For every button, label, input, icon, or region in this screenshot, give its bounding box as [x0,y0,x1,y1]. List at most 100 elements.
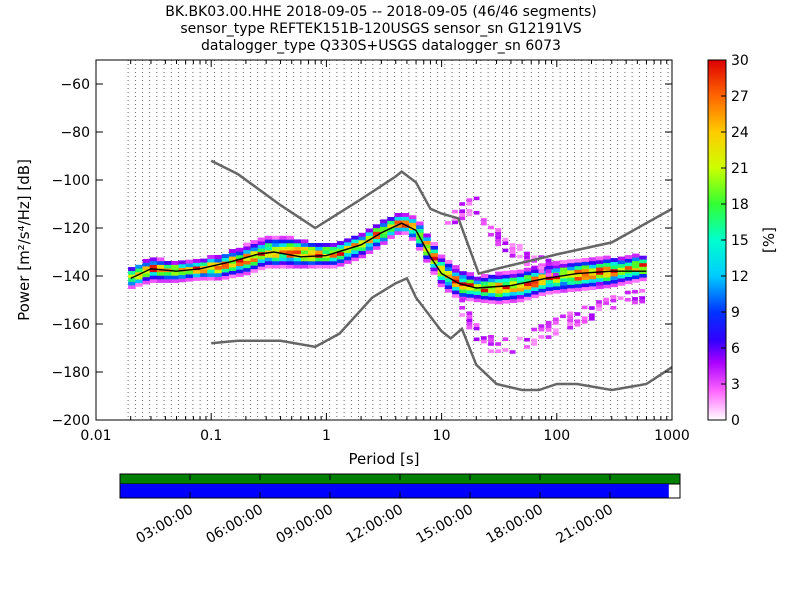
psd-cell [473,280,482,285]
colorbar-tick-label: 18 [731,197,749,213]
psd-cell [624,280,633,285]
psd-outlier-cell [538,327,545,332]
psd-cell [560,278,568,282]
psd-cell [192,266,201,271]
psd-cell [286,257,294,262]
psd-cell [279,253,287,258]
psd-cell [466,286,474,291]
noise-model-upper [210,159,672,276]
psd-cell [423,251,431,256]
psd-outlier-cell [552,262,559,266]
mean-curve-group [130,222,647,289]
psd-cell [552,278,561,283]
psd-cell [574,265,582,270]
x-axis: 0.01 0.1 1 10 100 1000 [80,60,690,444]
psd-cell [416,221,424,226]
psd-outlier-cell [538,266,545,270]
psd-cell [250,261,258,266]
psd-cell [574,258,582,263]
psd-cell [171,279,179,283]
psd-cell [639,266,647,271]
psd-cell [221,275,230,280]
psd-cell [128,274,136,279]
psd-cell [531,290,539,295]
psd-cell [509,281,518,285]
psd-cell [185,259,194,264]
psd-cell [135,282,143,287]
psd-cell [581,258,590,262]
psd-cell [444,281,453,286]
psd-cell [459,289,467,294]
psd-outlier-cell [538,335,545,339]
colorbar-tick-label: 9 [731,305,740,321]
psd-cell [538,284,546,289]
psd-cell [639,270,647,274]
y-tick-label: −180 [52,365,90,381]
psd-cell [279,235,287,240]
psd-cell [329,250,338,255]
psd-cell [308,264,316,269]
psd-cell [387,217,395,221]
psd-cell [372,224,381,229]
psd-cell [394,223,402,228]
psd-cell [430,252,438,257]
psd-cell [509,273,518,278]
psd-cell [581,283,590,288]
psd-cell [264,253,273,258]
psd-outlier-cell [502,237,509,242]
psd-cell [416,246,424,251]
psd-outlier-cell [552,272,559,277]
psd-outlier-cell [480,336,487,340]
psd-cell [178,260,186,265]
psd-cell [567,284,575,289]
psd-outlier-cell [452,220,458,225]
psd-cell [401,220,410,225]
psd-outlier-cell [552,328,559,332]
psd-cell [149,264,158,269]
psd-cell [423,255,431,259]
psd-cell [610,258,618,262]
psd-outlier-cell [596,300,602,304]
psd-cell [437,254,446,259]
psd-cell [164,271,172,276]
psd-outlier-cell [567,315,574,319]
psd-cell [596,256,604,261]
psd-cell [380,223,388,227]
psd-cell [149,279,158,283]
psd-cell [207,255,215,259]
psd-cell [142,273,150,278]
psd-cell [480,295,489,300]
psd-cell [250,258,258,262]
psd-cell [228,270,237,275]
psd-cell [459,274,467,279]
psd-cell [372,231,381,236]
psd-cell [596,274,604,279]
psd-cell [214,276,222,281]
psd-cell [617,274,626,279]
psd-cell [488,292,496,297]
psd-cell [574,280,582,285]
psd-outlier-cell [617,296,624,300]
x-axis-label: Period [s] [348,450,419,468]
psd-cell [466,290,474,295]
psd-cell [243,246,251,251]
psd-cell [567,266,575,271]
psd-outlier-cell [567,311,574,316]
psd-cell [128,285,136,289]
psd-cell [272,239,280,244]
colorbar-tick-label: 24 [731,125,749,141]
psd-cell [452,275,460,280]
psd-cell [351,257,359,262]
psd-outlier-cell [444,221,451,225]
psd-cell [459,271,467,276]
psd-cell [516,294,525,299]
psd-cell [581,279,590,284]
psd-outlier-cell [459,209,466,213]
psd-cell [344,245,352,250]
psd-cell [329,261,338,265]
psd-cell [596,260,604,264]
psd-cell [358,243,366,248]
psd-cell [538,274,546,278]
psd-outlier-cell [509,350,516,354]
psd-cell [603,277,611,282]
